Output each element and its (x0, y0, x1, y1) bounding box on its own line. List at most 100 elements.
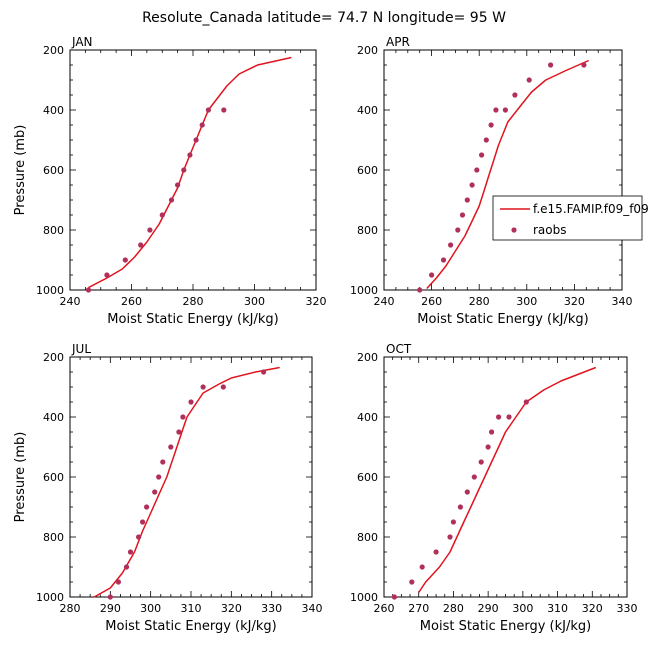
obs-point-jul (136, 534, 142, 540)
y-tick-label-jul: 200 (43, 351, 64, 364)
obs-point-oct (489, 429, 495, 435)
x-tick-label-oct: 310 (547, 602, 568, 615)
obs-point-jul (140, 519, 146, 525)
obs-point-jan (147, 227, 153, 233)
obs-point-oct (485, 444, 491, 450)
x-tick-label-oct: 300 (512, 602, 533, 615)
obs-point-apr (512, 92, 518, 98)
obs-point-jul (144, 504, 150, 510)
x-tick-label-jul: 290 (100, 602, 121, 615)
obs-point-apr (581, 62, 587, 68)
obs-point-jul (261, 369, 267, 375)
y-tick-label-jul: 400 (43, 411, 64, 424)
obs-point-apr (464, 197, 470, 203)
obs-point-apr (469, 182, 475, 188)
y-tick-label-jan: 200 (43, 44, 64, 57)
obs-point-apr (502, 107, 508, 113)
y-tick-label-jan: 800 (43, 224, 64, 237)
y-tick-label-jul: 800 (43, 531, 64, 544)
y-tick-label-oct: 600 (357, 471, 378, 484)
obs-point-jul (220, 384, 226, 390)
panel-jul: 280 290 300 310 320 330 340 200 400 600 800 1000 JUL… (13, 342, 323, 634)
y-axis-title-jan: Pressure (mb) (13, 125, 28, 216)
y-tick-label-oct: 400 (357, 411, 378, 424)
obs-point-oct (409, 579, 415, 585)
obs-point-oct (464, 489, 470, 495)
obs-point-oct (496, 414, 502, 420)
legend-obs-marker (511, 227, 517, 233)
obs-point-jul (115, 579, 121, 585)
obs-point-jul (123, 564, 130, 570)
x-tick-label-apr: 320 (564, 295, 585, 308)
obs-point-jul (107, 594, 113, 600)
obs-point-jan (205, 107, 211, 113)
obs-point-oct (471, 474, 477, 480)
x-axis-title-oct: Moist Static Energy (kJ/kg) (420, 619, 591, 634)
obs-point-jan (199, 122, 205, 128)
x-tick-label-oct: 290 (478, 602, 499, 615)
obs-point-jan (181, 167, 187, 173)
obs-point-apr (417, 287, 423, 293)
y-tick-label-oct: 200 (357, 351, 378, 364)
y-tick-label-apr: 600 (357, 164, 378, 177)
y-tick-label-jul: 1000 (36, 591, 64, 604)
obs-point-apr (474, 167, 480, 173)
model-line-oct (418, 366, 597, 593)
obs-point-jan (193, 137, 199, 143)
obs-point-oct (457, 504, 463, 510)
obs-point-jul (168, 444, 174, 450)
x-tick-label-oct: 270 (408, 602, 429, 615)
panel-apr: 240 260 280 300 320 340 200 400 600 800 1000 APR Moi… (350, 35, 633, 327)
x-tick-label-jul: 310 (181, 602, 202, 615)
legend: f.e15.FAMIP.f09_f09 raobs (492, 195, 648, 241)
y-tick-label-apr: 1000 (350, 284, 378, 297)
y-tick-label-jul: 600 (43, 471, 64, 484)
panel-oct: 260 270 280 290 300 310 320 330 200 400 600 800 1000… (350, 342, 638, 634)
figure-title: Resolute_Canada latitude= 74.7 N longitu… (142, 10, 506, 26)
obs-point-apr (479, 152, 485, 158)
obs-point-apr (448, 242, 454, 248)
y-tick-label-apr: 800 (357, 224, 378, 237)
x-tick-label-apr: 300 (516, 295, 537, 308)
y-tick-label-oct: 1000 (350, 591, 378, 604)
obs-point-jan (122, 257, 128, 263)
y-axis-title-jul: Pressure (mb) (13, 432, 28, 523)
obs-point-apr (483, 137, 489, 143)
x-tick-label-apr: 280 (469, 295, 490, 308)
obs-point-jul (152, 489, 158, 495)
model-line-jul (93, 366, 280, 598)
obs-point-apr (548, 62, 554, 68)
obs-point-apr (459, 212, 466, 218)
panel-title-jul: JUL (71, 342, 91, 356)
model-line-apr (426, 59, 590, 290)
y-tick-label-jan: 600 (43, 164, 64, 177)
panel-title-oct: OCT (386, 342, 412, 356)
obs-point-jan (159, 212, 165, 218)
obs-point-apr (526, 77, 532, 83)
x-axis-title-jan: Moist Static Energy (kJ/kg) (107, 312, 278, 327)
obs-point-oct (447, 534, 453, 540)
y-tick-label-oct: 800 (357, 531, 378, 544)
obs-point-oct (419, 564, 425, 570)
x-tick-label-apr: 260 (421, 295, 442, 308)
obs-point-jan (175, 182, 181, 188)
obs-point-oct (391, 594, 397, 600)
legend-model-label: f.e15.FAMIP.f09_f09 (533, 202, 648, 216)
x-tick-label-apr: 240 (374, 295, 395, 308)
legend-box (492, 195, 643, 241)
plot-frame-jan (69, 49, 317, 291)
x-tick-label-jul: 340 (302, 602, 323, 615)
x-tick-label-jul: 300 (140, 602, 161, 615)
x-axis-title-apr: Moist Static Energy (kJ/kg) (417, 312, 588, 327)
y-tick-label-jan: 1000 (36, 284, 64, 297)
obs-point-jan (85, 287, 92, 293)
obs-point-apr (440, 257, 447, 263)
obs-point-oct (506, 414, 512, 420)
obs-point-jul (160, 459, 166, 465)
x-axis-title-jul: Moist Static Energy (kJ/kg) (105, 619, 276, 634)
obs-point-jul (180, 414, 186, 420)
obs-point-jul (188, 399, 194, 405)
model-line-jan (88, 56, 292, 289)
obs-point-apr (429, 272, 435, 278)
